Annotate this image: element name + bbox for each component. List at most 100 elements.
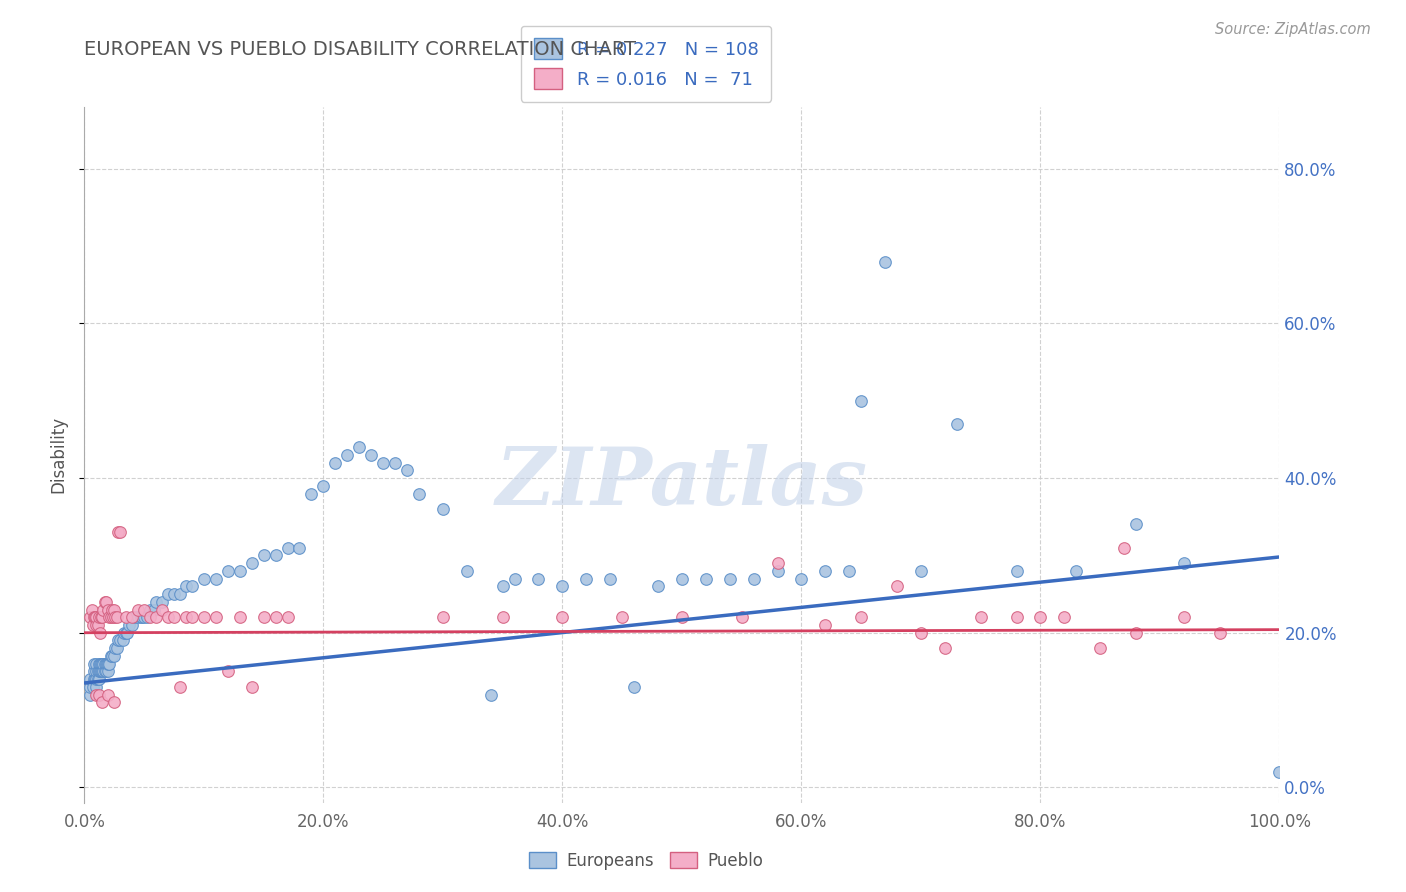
Point <box>79 610 101 624</box>
Point <box>169 680 191 694</box>
Point <box>1125 625 1147 640</box>
Point <box>142 602 165 616</box>
Point <box>145 595 167 609</box>
Point <box>101 602 124 616</box>
Point <box>766 556 789 570</box>
Point <box>336 448 359 462</box>
Point <box>111 633 134 648</box>
Point <box>695 572 717 586</box>
Point <box>82 680 104 694</box>
Point <box>86 672 108 686</box>
Point <box>163 587 186 601</box>
Point <box>94 657 117 671</box>
Point <box>396 463 419 477</box>
Point <box>121 618 143 632</box>
Point <box>1114 541 1136 555</box>
Point <box>96 657 118 671</box>
Point <box>104 641 127 656</box>
Point <box>492 610 515 624</box>
Point <box>838 564 860 578</box>
Point <box>86 688 108 702</box>
Point <box>100 648 122 663</box>
Point <box>240 680 263 694</box>
Point <box>277 610 299 624</box>
Point <box>83 665 105 679</box>
Point <box>599 572 621 586</box>
Point <box>86 665 108 679</box>
Point <box>456 564 478 578</box>
Point <box>115 625 138 640</box>
Point <box>83 672 105 686</box>
Point <box>93 657 115 671</box>
Point <box>105 641 128 656</box>
Point <box>766 564 789 578</box>
Point <box>814 618 837 632</box>
Point <box>349 440 371 454</box>
Point <box>127 602 149 616</box>
Point <box>790 572 813 586</box>
Point <box>97 602 120 616</box>
Point <box>432 610 454 624</box>
Point <box>1125 517 1147 532</box>
Point <box>87 610 110 624</box>
Point <box>89 665 111 679</box>
Point <box>1066 564 1088 578</box>
Point <box>93 595 115 609</box>
Point <box>121 610 143 624</box>
Point <box>181 610 204 624</box>
Point <box>150 602 173 616</box>
Legend: Europeans, Pueblo: Europeans, Pueblo <box>522 843 770 878</box>
Point <box>718 572 741 586</box>
Point <box>253 549 276 563</box>
Point <box>100 610 122 624</box>
Point <box>84 610 107 624</box>
Point <box>94 595 117 609</box>
Point <box>91 610 114 624</box>
Point <box>886 579 908 593</box>
Point <box>217 564 239 578</box>
Point <box>277 541 299 555</box>
Point <box>87 657 110 671</box>
Point <box>93 602 115 616</box>
Point <box>93 665 115 679</box>
Point <box>174 579 197 593</box>
Point <box>90 610 112 624</box>
Point <box>742 572 765 586</box>
Point <box>103 648 125 663</box>
Point <box>129 610 152 624</box>
Point <box>87 672 110 686</box>
Point <box>104 610 127 624</box>
Point <box>91 665 114 679</box>
Point <box>193 610 215 624</box>
Point <box>623 680 645 694</box>
Point <box>87 688 110 702</box>
Point <box>110 633 132 648</box>
Point <box>612 610 634 624</box>
Point <box>79 672 101 686</box>
Point <box>288 541 311 555</box>
Point <box>970 610 993 624</box>
Point <box>86 672 108 686</box>
Text: Source: ZipAtlas.com: Source: ZipAtlas.com <box>1215 22 1371 37</box>
Point <box>384 456 406 470</box>
Point <box>86 665 108 679</box>
Point <box>115 610 138 624</box>
Point <box>875 254 897 268</box>
Point <box>90 657 112 671</box>
Point <box>97 688 120 702</box>
Point <box>86 610 108 624</box>
Point <box>91 657 114 671</box>
Point <box>527 572 550 586</box>
Point <box>814 564 837 578</box>
Point <box>86 618 108 632</box>
Point <box>264 610 287 624</box>
Point <box>83 610 105 624</box>
Point <box>205 610 228 624</box>
Point <box>82 618 104 632</box>
Point <box>169 587 191 601</box>
Point <box>127 610 149 624</box>
Point <box>181 579 204 593</box>
Point <box>551 579 574 593</box>
Point <box>87 665 110 679</box>
Point <box>240 556 263 570</box>
